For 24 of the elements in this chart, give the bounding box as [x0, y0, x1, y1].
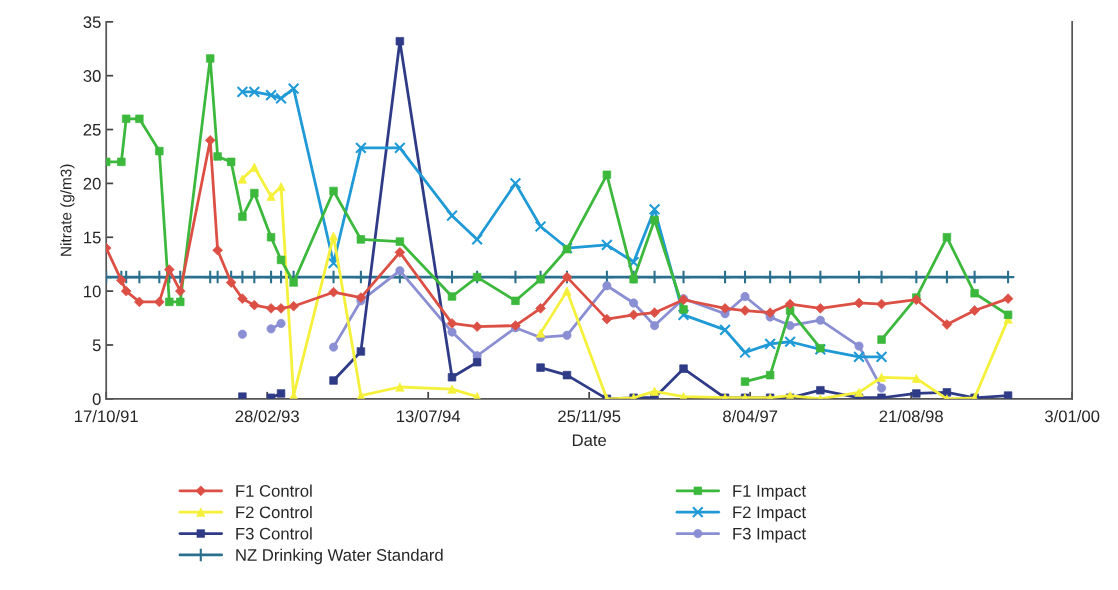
y-tick-label: 35	[83, 16, 101, 29]
x-axis-title: Date	[572, 434, 607, 447]
x-tick-label: 21/08/98	[879, 409, 943, 423]
x-tick-label: 17/10/91	[75, 409, 138, 423]
x-tick-label: 25/11/95	[558, 409, 621, 423]
y-tick-label: 5	[92, 339, 101, 352]
y-tick-label: 0	[92, 393, 101, 406]
legend-label: NZ Drinking Water Standard	[236, 548, 443, 565]
legend-label: F1 Control	[236, 484, 312, 497]
x-tick-label: 3/01/00	[1045, 409, 1100, 423]
y-tick-label: 30	[83, 70, 101, 82]
legend-label: F3 Impact	[733, 527, 806, 543]
legend-label: F1 Impact	[733, 485, 806, 501]
legend-label: F2 Impact	[733, 506, 806, 522]
y-tick-label: 20	[83, 177, 101, 190]
y-tick-label: 10	[84, 285, 101, 298]
y-tick-label: 15	[84, 231, 101, 244]
legend-label: F2 Control	[236, 505, 312, 519]
x-tick-label: 8/04/97	[723, 409, 778, 423]
x-tick-label: 13/07/94	[397, 409, 461, 423]
y-tick-label: 25	[83, 123, 101, 136]
y-axis-title: Nitrate (g/m3)	[60, 164, 75, 256]
legend-label: F3 Control	[236, 527, 312, 540]
x-tick-label: 28/02/93	[235, 409, 299, 423]
